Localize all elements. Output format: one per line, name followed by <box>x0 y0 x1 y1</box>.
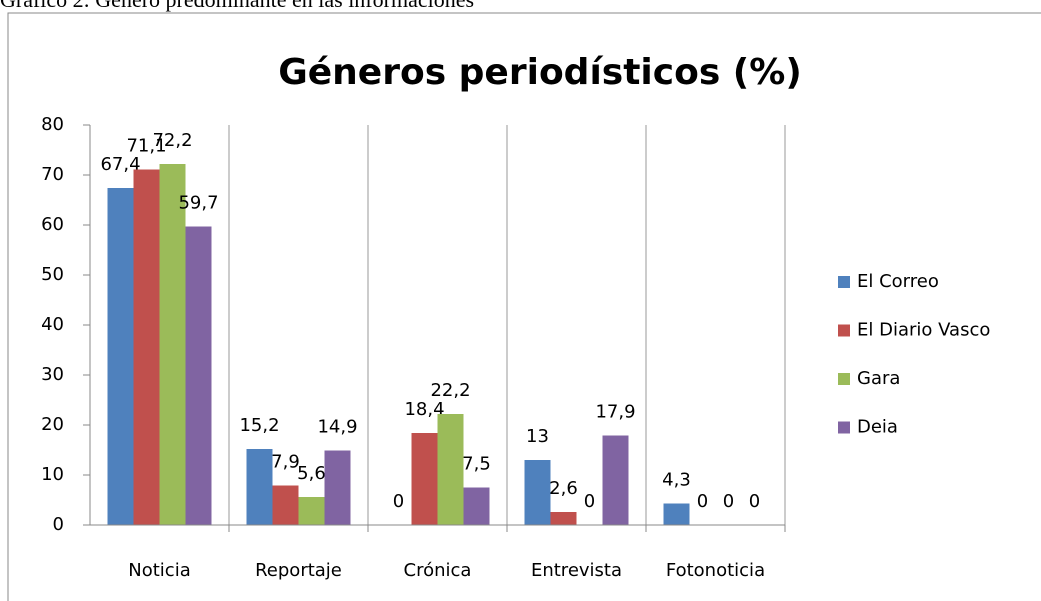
data-label: 71,1 <box>126 136 166 157</box>
data-label: 4,3 <box>662 470 691 491</box>
bar <box>602 435 629 525</box>
x-tick-label: Noticia <box>128 560 190 581</box>
legend-swatch <box>838 276 850 288</box>
chart-border <box>7 12 1041 601</box>
chart-title: Géneros periodísticos (%) <box>278 52 802 93</box>
legend-label: Gara <box>857 368 900 389</box>
data-label: 15,2 <box>239 415 279 436</box>
y-tick-label: 70 <box>41 164 64 185</box>
data-label: 0 <box>697 491 708 512</box>
y-tick-label: 40 <box>41 314 64 335</box>
legend-label: El Correo <box>857 271 939 292</box>
data-label: 59,7 <box>178 193 218 214</box>
legend-label: Deia <box>857 417 898 438</box>
data-label: 67,4 <box>100 154 140 175</box>
bar <box>524 460 551 525</box>
legend-swatch <box>838 373 850 385</box>
bar <box>133 169 160 525</box>
y-tick-label: 30 <box>41 364 64 385</box>
data-label: 0 <box>584 491 595 512</box>
bar <box>550 512 577 525</box>
data-label: 7,5 <box>462 454 491 475</box>
data-label: 18,4 <box>404 399 444 420</box>
data-label: 17,9 <box>595 402 635 423</box>
bar <box>185 226 212 525</box>
y-tick-label: 20 <box>41 414 64 435</box>
x-tick-label: Fotonoticia <box>666 560 765 581</box>
data-label: 14,9 <box>317 417 357 438</box>
bar <box>324 450 351 525</box>
legend-swatch <box>838 324 850 337</box>
data-label: 7,9 <box>271 452 300 473</box>
bar <box>246 449 273 525</box>
bar <box>107 188 134 525</box>
x-tick-label: Crónica <box>404 560 472 581</box>
data-label: 22,2 <box>430 380 470 401</box>
y-tick-label: 0 <box>53 514 64 535</box>
y-tick-label: 60 <box>41 214 64 235</box>
x-tick-label: Entrevista <box>531 560 622 581</box>
data-label: 2,6 <box>549 478 578 499</box>
y-tick-label: 50 <box>41 264 64 285</box>
y-tick-label: 80 <box>41 114 64 135</box>
bar <box>437 414 464 525</box>
bar <box>272 485 299 525</box>
y-tick-label: 10 <box>41 464 64 485</box>
data-label: 72,2 <box>152 130 192 151</box>
bar <box>463 487 490 525</box>
data-label: 0 <box>393 491 404 512</box>
legend-swatch <box>838 421 850 434</box>
x-tick-label: Reportaje <box>255 560 342 581</box>
bar <box>663 503 690 525</box>
bar <box>159 164 186 525</box>
legend-label: El Diario Vasco <box>857 320 990 341</box>
data-label: 0 <box>723 491 734 512</box>
data-label: 13 <box>526 426 549 447</box>
data-label: 0 <box>749 491 760 512</box>
bar <box>298 497 325 525</box>
bar <box>411 433 438 525</box>
data-label: 5,6 <box>297 463 326 484</box>
caption: Gráfico 2: Género predominante en las in… <box>0 0 474 12</box>
